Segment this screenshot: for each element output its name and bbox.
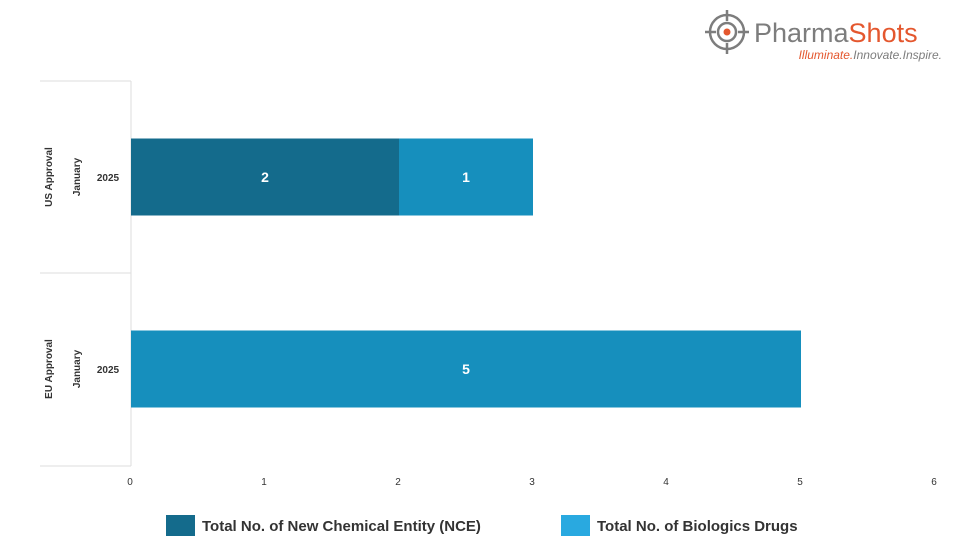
bar-segment [131,138,399,216]
bar-segment [131,330,801,408]
brand-name: PharmaShots [754,18,918,48]
x-tick-label: 6 [931,477,937,488]
x-tick-label: 1 [261,477,267,488]
target-crosshair-icon [705,10,749,54]
category-labels: US Approval January 2025 EU Approval January… [44,147,120,399]
data-label: 2 [261,169,269,185]
bar-labels: 2 1 5 [261,169,470,377]
year-label: 2025 [97,365,120,376]
group-label: US Approval [44,147,55,207]
tagline-innovate: Innovate. [853,48,902,62]
tagline-inspire: Inspire. [903,48,942,62]
x-axis-ticks: 0 1 2 3 4 5 6 [127,477,937,488]
x-tick-label: 4 [663,477,669,488]
bars [131,138,801,408]
category-frame [40,80,132,467]
x-tick-label: 2 [395,477,401,488]
brand-name-part1: Pharma [754,18,850,48]
category-label: January [72,157,83,196]
bar-segment [399,138,533,216]
brand-tagline: Illuminate.Innovate.Inspire. [799,48,942,62]
tagline-illuminate: Illuminate. [799,48,854,62]
legend-label: Total No. of Biologics Drugs [597,518,798,535]
legend-swatch [561,515,590,536]
brand-name-part2: Shots [849,18,918,48]
year-label: 2025 [97,173,120,184]
data-label: 1 [462,169,470,185]
category-label: January [72,349,83,388]
legend-swatch [166,515,195,536]
x-tick-label: 0 [127,477,133,488]
x-tick-label: 3 [529,477,535,488]
legend: Total No. of New Chemical Entity (NCE) To… [166,515,798,536]
group-label: EU Approval [44,339,55,399]
data-label: 5 [462,361,470,377]
brand-logo: PharmaShots Illuminate.Innovate.Inspire. [705,10,942,62]
legend-label: Total No. of New Chemical Entity (NCE) [202,518,481,535]
x-tick-label: 5 [797,477,803,488]
